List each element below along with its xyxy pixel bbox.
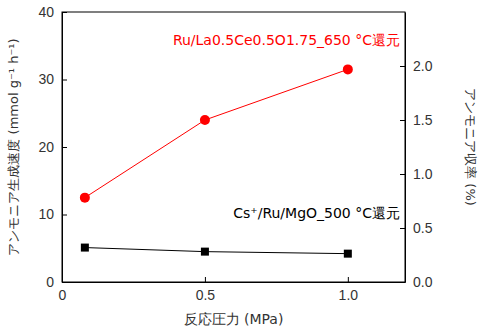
plot: 0 0.5 1.0 0 10 20 30 40 0.0 0.5 1.0 1.5 2.0 [38,4,432,303]
data-point [344,250,352,258]
plot-frame [62,12,405,282]
data-point [201,248,209,256]
tick-mark [348,277,349,282]
tick-label: 0.0 [413,274,433,290]
tick-label: 0 [59,287,67,303]
chart: 0 0.5 1.0 0 10 20 30 40 0.0 0.5 1.0 1.5 2.0 反応圧力 (MPa… [0,0,480,336]
tick: 30 [38,71,67,87]
series-label: Cs⁺/Ru/MgO_500 °C還元 [233,205,400,221]
y-axis: 0 10 20 30 40 [38,4,67,290]
tick-label: 1.0 [413,166,433,182]
x-axis-title: 反応圧力 (MPa) [184,311,284,327]
tick-label: 40 [38,4,54,20]
tick-label: 20 [38,139,54,155]
tick: 0.0 [400,274,433,290]
y2-axis: 0.0 0.5 1.0 1.5 2.0 [400,13,433,290]
series-label: Ru/La0.5Ce0.5O1.75_650 °C還元 [173,32,400,48]
tick: 1.5 [400,112,433,128]
tick-mark [400,228,405,229]
tick-label: 0 [46,274,54,290]
tick-mark [62,147,67,148]
tick-label: 0.5 [413,220,433,236]
tick: 0.5 [400,220,433,236]
series-line [85,69,348,197]
y2-axis-title: アンモニア収率 (%) [463,88,478,206]
tick-mark [400,66,405,67]
tick: 2.0 [400,58,433,74]
x-axis: 0 0.5 1.0 [59,277,406,303]
tick-label: 10 [38,206,54,222]
data-point [200,115,210,125]
tick-label: 2.0 [413,58,433,74]
data-point [81,244,89,252]
axis-line [405,13,406,283]
tick-label: 0.5 [196,287,216,303]
axis-line [63,282,406,283]
tick: 0.5 [196,277,216,303]
y-axis-title: アンモニア生成速度 (mmol g⁻¹ h⁻¹) [6,38,21,255]
tick: 1.0 [339,277,359,303]
tick-mark [62,80,67,81]
tick-label: 1.0 [339,287,359,303]
tick: 0 [46,274,67,290]
tick: 40 [38,4,67,20]
tick-mark [205,277,206,282]
tick-label: 1.5 [413,112,433,128]
data-point [343,64,353,74]
data-point [80,193,90,203]
tick-label: 30 [38,71,54,87]
tick-mark [400,282,405,283]
tick: 1.0 [400,166,433,182]
tick-mark [62,282,67,283]
series-line [85,248,348,254]
tick-mark [400,120,405,121]
marks [80,64,353,257]
tick-mark [400,174,405,175]
tick: 10 [38,206,67,222]
tick-mark [62,12,67,13]
tick: 20 [38,139,67,155]
tick-mark [62,215,67,216]
